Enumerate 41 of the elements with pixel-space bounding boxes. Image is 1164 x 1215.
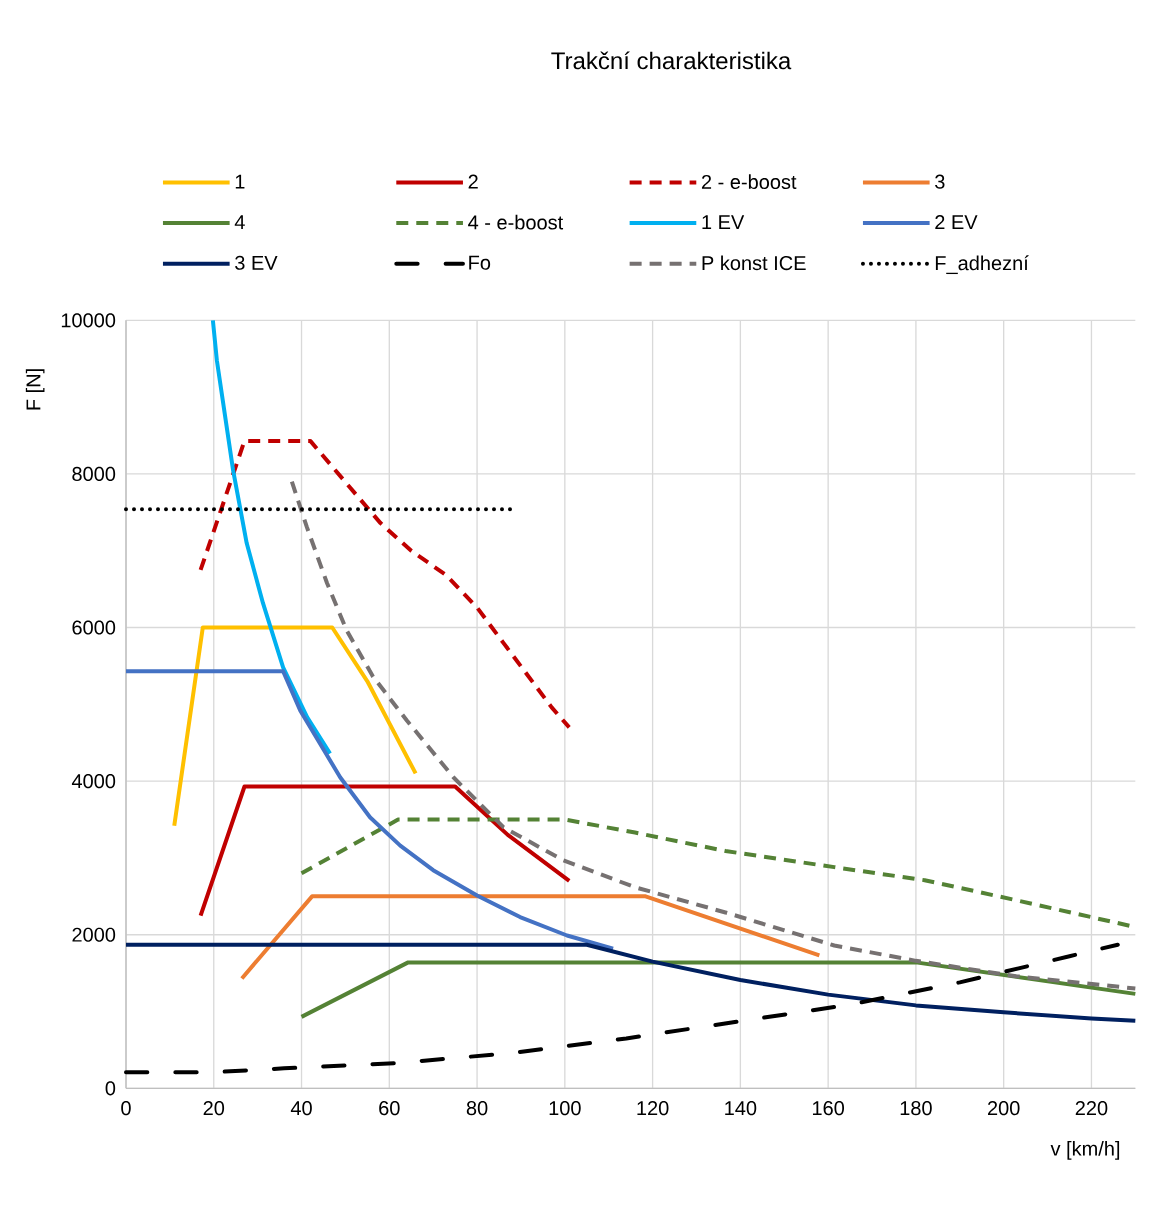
line-series (124, 942, 1138, 1023)
line-series (172, 625, 418, 828)
line-series (124, 669, 616, 951)
legend-label: 2 EV (935, 215, 978, 230)
line-series (210, 318, 333, 756)
legend-label: 4 (234, 215, 245, 229)
x-axis-title: v [km/h] (1050, 1141, 1120, 1160)
y-axis-title: F [N] (25, 369, 45, 410)
y-tick-label: 4000 (71, 774, 116, 789)
legend-label: Fo (469, 255, 491, 270)
legend-label: P konst ICE (702, 255, 806, 271)
y-tick-label: 0 (105, 1081, 116, 1096)
legend-label: 1 (235, 174, 245, 189)
x-tick-label: 200 (987, 1101, 1020, 1116)
line-series (198, 438, 572, 730)
y-tick-label: 2000 (72, 927, 116, 942)
x-tick-label: 100 (549, 1101, 581, 1116)
legend-label: 4 - e-boost (468, 214, 564, 230)
x-tick-label: 0 (121, 1101, 131, 1116)
legend-label: 1 EV (702, 215, 745, 229)
x-tick-label: 80 (466, 1101, 488, 1116)
x-tick-label: 120 (637, 1101, 669, 1116)
chart-title: Trakční charakteristika (551, 51, 792, 70)
legend-label: 3 (935, 174, 945, 189)
x-tick-label: 140 (725, 1101, 757, 1116)
x-tick-label: 160 (812, 1101, 845, 1116)
x-tick-label: 60 (379, 1101, 400, 1116)
x-tick-label: 40 (290, 1101, 312, 1116)
legend-label: 3 EV (235, 255, 278, 270)
y-tick-label: 8000 (72, 466, 116, 481)
y-tick-label: 6000 (72, 620, 116, 635)
x-tick-label: 180 (900, 1101, 932, 1116)
legend-label: 2 (468, 174, 478, 189)
x-tick-label: 20 (203, 1101, 225, 1116)
legend-label: F_adhezní (935, 255, 1029, 275)
line-series (289, 479, 1138, 991)
line-series (124, 942, 1120, 1075)
line-series (198, 784, 572, 918)
y-tick-label: 10000 (61, 313, 116, 328)
x-tick-label: 220 (1075, 1101, 1108, 1116)
legend-label: 2 - e-boost (701, 174, 797, 190)
